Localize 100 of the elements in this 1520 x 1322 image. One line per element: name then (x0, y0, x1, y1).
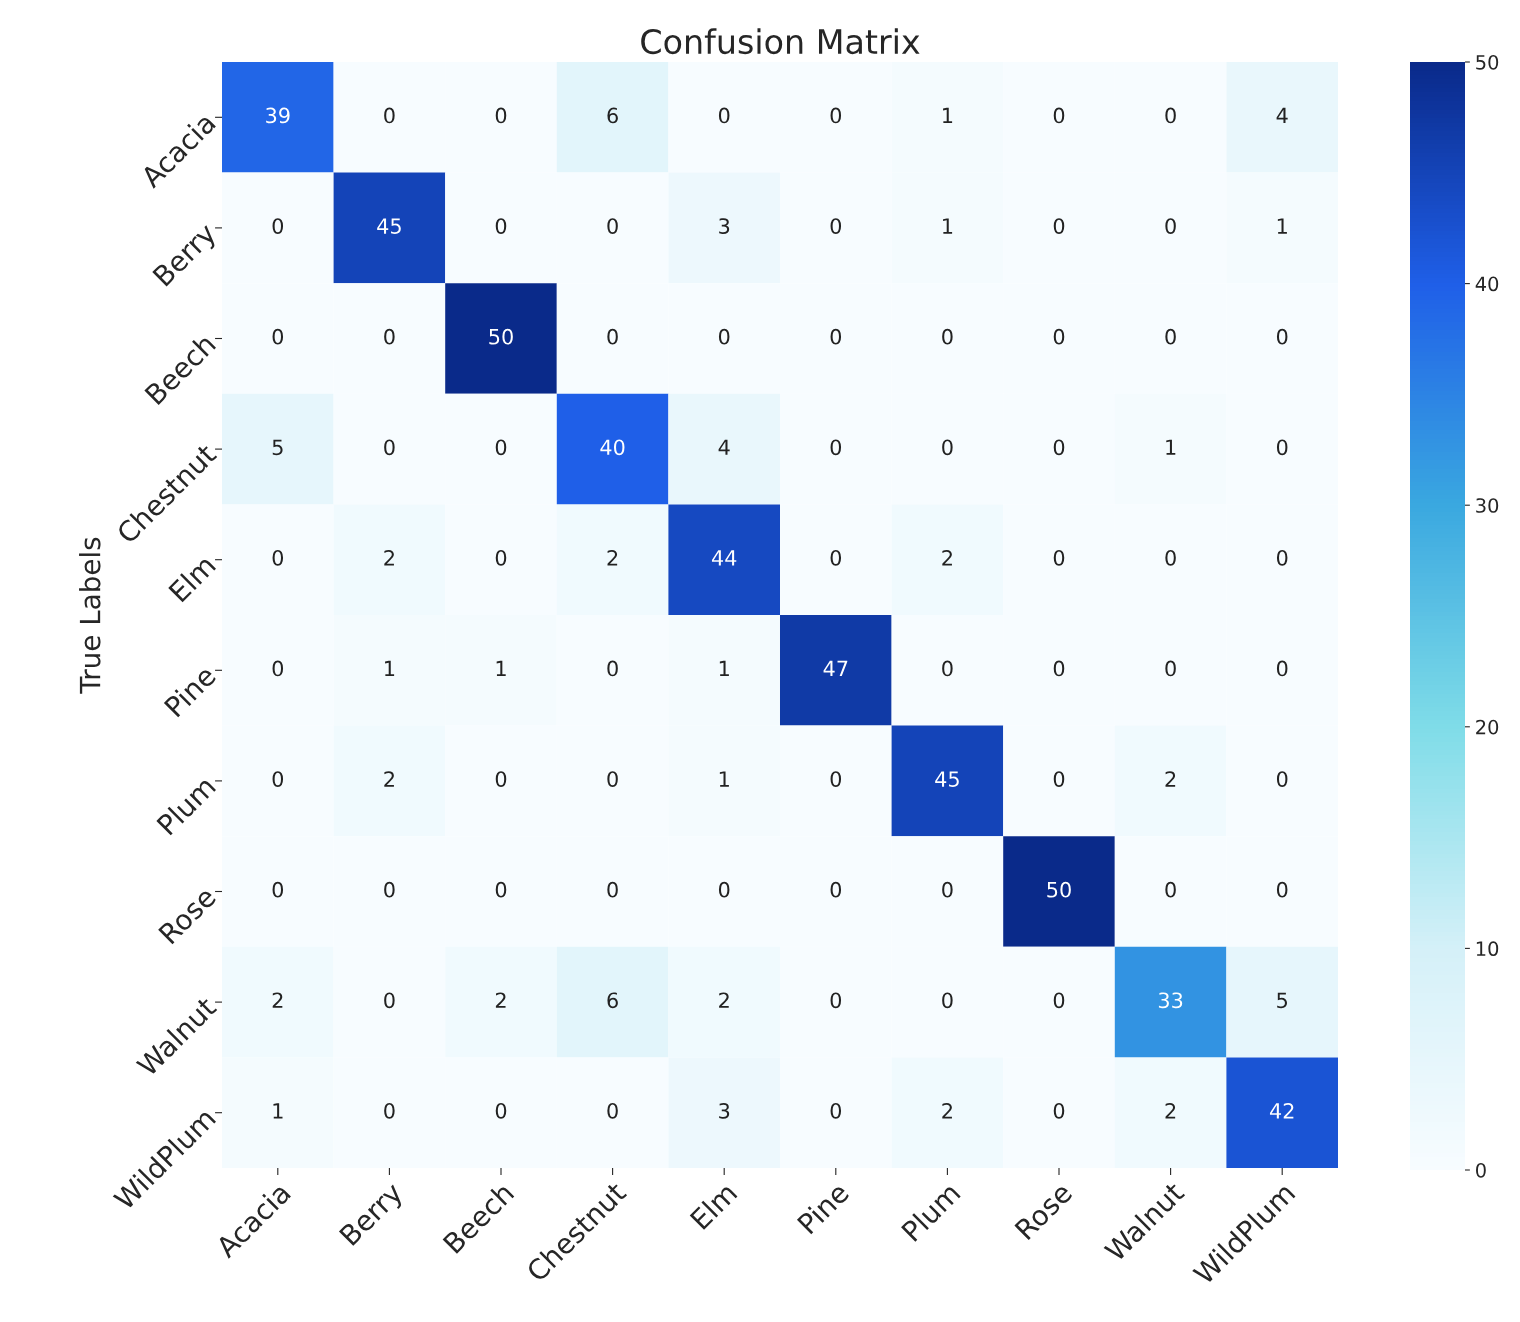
data-label: 0 (495, 439, 507, 456)
data-label: 50 (1047, 881, 1071, 898)
data-label: 2 (384, 549, 394, 566)
data-label: 0 (718, 328, 730, 345)
data-label: 6 (607, 107, 618, 124)
data-label: 0 (830, 881, 842, 898)
data-label: 1 (1166, 439, 1176, 455)
data-label: 0 (830, 107, 842, 124)
data-label: 1 (943, 107, 953, 124)
data-label: 0 (1165, 660, 1176, 677)
data-label: 2 (1165, 771, 1176, 787)
data-label: 1 (943, 218, 953, 234)
data-label: 0 (272, 218, 284, 234)
data-label: 40 (600, 439, 625, 456)
data-label: 0 (1165, 549, 1176, 566)
data-label: 1 (719, 660, 729, 677)
data-label: 0 (1053, 549, 1065, 566)
data-label: 33 (1158, 992, 1183, 1009)
data-label: 39 (266, 107, 290, 124)
data-label: 0 (272, 881, 284, 898)
data-label: 0 (1165, 218, 1176, 234)
data-label: 0 (830, 549, 842, 566)
data-label: 2 (1165, 1102, 1176, 1119)
data-label: 0 (718, 107, 730, 124)
data-label: 0 (830, 328, 842, 345)
data-label: 0 (1276, 881, 1288, 898)
y-tick-label: Pine (163, 663, 217, 718)
data-label: 0 (384, 107, 395, 124)
data-label: 0 (1053, 1102, 1065, 1119)
x-tick-label: Elm (689, 1181, 738, 1230)
chart-title: Confusion Matrix (641, 28, 920, 55)
data-label: 42 (1269, 1102, 1294, 1119)
data-label: 0 (607, 771, 618, 787)
data-label: 0 (1276, 549, 1288, 566)
data-label: 0 (272, 660, 284, 677)
data-label: 0 (495, 881, 507, 898)
data-label: 0 (830, 218, 842, 234)
data-label: 1 (1277, 218, 1287, 234)
data-label: 5 (272, 439, 283, 456)
data-label: 45 (377, 218, 401, 234)
data-label: 2 (942, 549, 952, 566)
data-label: 0 (942, 881, 953, 898)
data-label: 0 (384, 328, 395, 345)
data-label: 2 (495, 992, 506, 1008)
data-label: 47 (823, 660, 848, 677)
data-label: 0 (1053, 992, 1065, 1009)
color-bar-label: 30 (1476, 498, 1499, 513)
data-label: 2 (719, 992, 729, 1008)
data-label: 0 (1276, 771, 1288, 787)
data-label: 1 (273, 1103, 283, 1119)
data-label: 0 (495, 107, 507, 124)
data-label: 0 (272, 549, 284, 566)
data-label: 0 (942, 992, 953, 1009)
y-axis-title: True Labels (79, 537, 101, 694)
data-label: 0 (384, 1102, 395, 1119)
data-label: 0 (1053, 771, 1065, 787)
data-label: 2 (607, 549, 618, 566)
data-label: 0 (1165, 107, 1176, 124)
data-label: 0 (1053, 439, 1065, 456)
data-label: 0 (830, 992, 842, 1009)
data-label: 0 (1165, 881, 1176, 898)
data-label: 0 (1165, 328, 1176, 345)
data-label: 1 (496, 660, 506, 677)
data-label: 4 (1276, 107, 1288, 124)
data-label: 0 (607, 881, 618, 898)
data-label: 0 (830, 439, 842, 456)
data-label: 0 (718, 881, 730, 898)
y-tick-label: Elm (167, 553, 216, 603)
data-label: 0 (272, 771, 284, 787)
data-label: 0 (1053, 107, 1065, 124)
data-label: 4 (718, 439, 730, 455)
data-label: 0 (1276, 328, 1288, 345)
data-label: 0 (1053, 328, 1065, 345)
data-label: 0 (1053, 218, 1065, 234)
data-label: 50 (489, 328, 513, 345)
color-bar-label: 10 (1476, 941, 1499, 957)
data-label: 1 (719, 771, 729, 787)
data-label: 0 (1276, 660, 1288, 677)
data-label: 0 (830, 1102, 842, 1119)
data-label: 0 (495, 771, 507, 787)
data-label: 1 (385, 660, 395, 677)
data-label: 44 (711, 550, 737, 566)
color-bar-label: 40 (1475, 276, 1499, 292)
data-label: 0 (1053, 660, 1065, 677)
data-label: 0 (384, 992, 395, 1009)
data-label: 0 (607, 328, 618, 345)
data-label: 0 (1276, 439, 1288, 456)
data-label: 0 (942, 328, 953, 345)
data-label: 0 (272, 328, 284, 345)
data-label: 0 (830, 771, 842, 787)
data-label: 0 (495, 549, 507, 566)
data-label: 0 (607, 218, 618, 234)
data-label: 0 (607, 1102, 618, 1119)
color-bar-label: 20 (1476, 719, 1499, 735)
data-label: 0 (942, 660, 953, 677)
data-label: 2 (272, 992, 283, 1008)
data-label: 0 (495, 1102, 507, 1119)
data-label: 0 (495, 218, 507, 234)
data-label: 0 (384, 881, 395, 898)
data-label: 2 (942, 1102, 952, 1119)
